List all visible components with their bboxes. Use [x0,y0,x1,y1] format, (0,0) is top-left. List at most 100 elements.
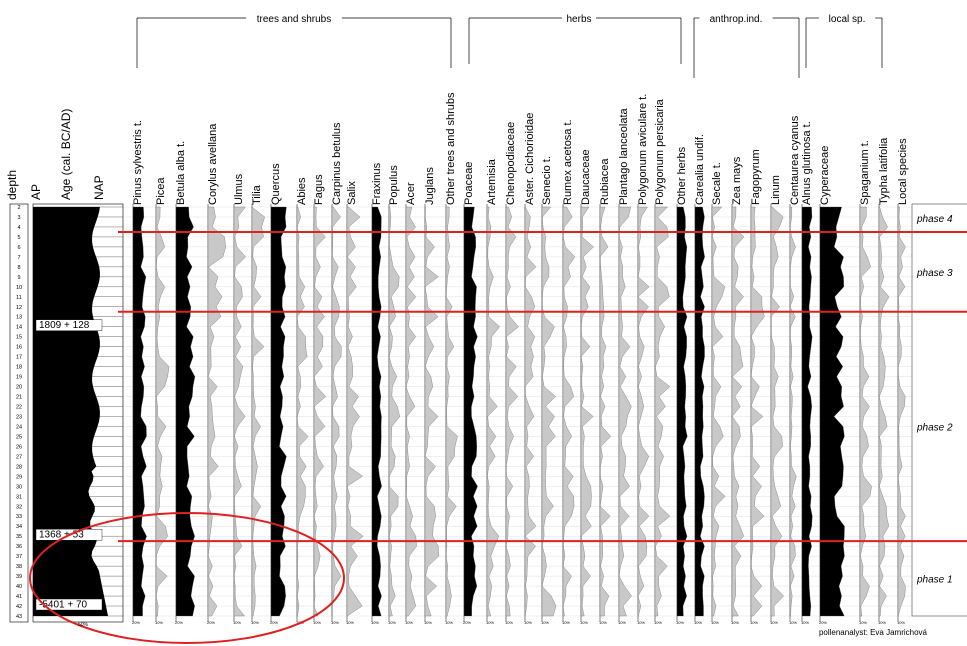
date-label-box [35,598,103,611]
depth-tick-label: 22 [16,405,22,411]
taxon-tick-label: 10% [711,620,719,625]
depth-tick-label: 34 [16,524,22,530]
taxon-curve [731,206,745,617]
taxon-tick-label: 10% [405,620,413,625]
zone-boundaries [118,230,967,543]
depth-tick-label: 10 [16,285,22,291]
taxon-label: Zea mays [731,156,743,205]
highlight-ellipse [29,512,345,644]
taxon-curve [463,206,478,617]
taxon-tick-label: 10% [618,620,626,625]
taxon-label: Typha latifolia [878,137,890,205]
depth-tick-label: 25 [16,434,22,440]
taxon-label: Carpinus betulus [331,122,343,205]
phase-box [911,540,967,617]
taxon-label: Artemisia [486,158,498,205]
taxon-tick-label: 10% [541,620,549,625]
taxon-tick-label: 20% [270,620,278,625]
taxon-tick-label: 10% [599,620,607,625]
taxon-tick-label: 10% [859,620,867,625]
depth-tick-label: 32 [16,504,22,510]
date-label: 1809 + 128 [39,320,90,331]
depth-tick-label: 9 [17,275,20,281]
depth-tick-label: 33 [16,514,22,520]
taxon-curve [371,206,382,617]
taxon-tick-label: 10% [676,620,684,625]
taxon-label: Fagus [313,174,325,205]
taxon-label: Polygonum persicaria [654,98,666,205]
taxon-label: Other herbs [676,146,688,205]
taxon-tick-label: 10% [789,620,797,625]
depth-tick-label: 8 [17,265,20,271]
taxon-label: Alnus glutinosa t. [801,121,813,205]
taxon-tick-label: 10% [801,620,809,625]
taxon-tick-label: 20% [819,620,827,625]
age-header: Age (cal. BC/AD) [59,109,73,200]
taxon-tick-label: 10% [897,620,905,625]
taxon-curve [897,206,906,617]
taxon-label: Abies [296,177,308,205]
ap-nap-curve [32,203,124,623]
taxon-curve [296,206,309,617]
taxon-curve [819,206,845,617]
taxon-curve [878,206,890,617]
taxon-label: Picea [155,177,167,205]
taxon-curve [711,206,726,617]
taxon-curve [505,206,519,617]
taxon-tick-label: 10% [562,620,570,625]
taxon-label: Cyperaceae [819,146,831,205]
depth-tick-label: 39 [16,574,22,580]
depth-tick-label: 19 [16,375,22,381]
taxon-label: Polygonum aviculare t. [637,94,649,205]
depth-scale: 2345678910111213141516171819202122232425… [9,203,29,623]
taxon-curve [541,206,557,617]
taxon-tick-label: 10% [233,620,241,625]
taxon-tick-label: 10% [346,620,354,625]
taxon-label: Local species [897,138,909,205]
depth-tick-label: 28 [16,464,22,470]
depth-tick-label: 5 [17,235,20,241]
taxa-curves: 20% 10% 20% 20% 10% 10% 20% 10% 10% 10% 10% 10% 10% 1… [124,204,913,625]
taxon-tick-label: 10% [524,620,532,625]
group-label: trees and shrubs [257,14,332,25]
depth-header: depth [5,170,19,200]
depth-tick-label: 43 [16,614,22,620]
taxon-curve [770,206,784,617]
phase-label: phase 1 [916,575,953,586]
taxon-label: Rubiacea [599,158,611,205]
taxon-curve [524,206,537,617]
taxon-curve [562,206,576,617]
taxon-label: Corylus avellana [207,123,219,205]
taxon-labels: Pinus sylvestris t. Picea Betula alba t. Co… [132,92,909,205]
taxon-label: Fraxinus [371,162,383,205]
depth-tick-label: 16 [16,345,22,351]
depth-tick-label: 15 [16,335,22,341]
taxon-label: Centaurea cyanus [789,115,801,205]
taxon-label: Plantago lanceolata [618,107,630,205]
taxon-curve [694,206,705,617]
ap-header: AP [29,184,43,200]
taxon-label: Chenopodiaceae [505,122,517,205]
taxon-tick-label: 10% [331,620,339,625]
taxon-curve [637,206,650,617]
date-label-box [35,319,103,331]
taxon-tick-label: 10% [637,620,645,625]
taxon-tick-label: 10% [654,620,662,625]
taxon-label: Acer [405,182,417,205]
depth-tick-label: 41 [16,594,22,600]
date-label: 1368 + 53 [39,530,84,541]
date-label: -5401 + 70 [39,600,88,611]
taxon-curve [331,206,342,617]
taxon-curve [789,206,797,617]
taxon-curve [207,206,226,617]
depth-tick-label: 2 [17,205,20,211]
taxon-tick-label: 10% [750,620,758,625]
depth-tick-label: 38 [16,564,22,570]
phase-zones: phase 4 phase 3 phase 2 phase 1 [911,203,967,617]
taxon-curve [251,206,265,617]
depth-tick-label: 26 [16,444,22,450]
taxon-label: Carealia undif. [694,134,706,205]
phase-label: phase 3 [916,268,953,279]
taxon-tick-label: 20% [175,620,183,625]
taxon-label: Linum [770,175,782,205]
